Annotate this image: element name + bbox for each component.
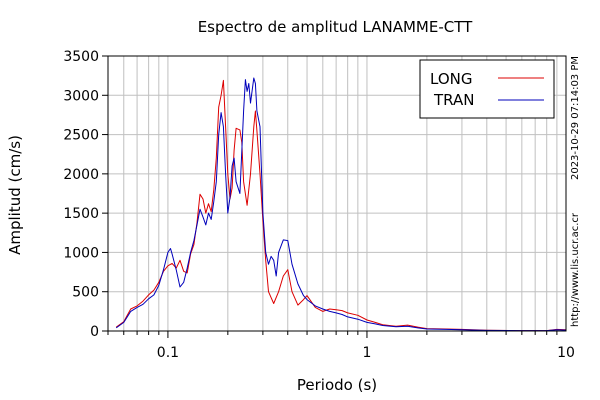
y-tick-label: 3500 [63, 49, 99, 65]
y-tick-label: 2500 [63, 128, 99, 144]
y-tick-label: 3000 [63, 88, 99, 104]
x-tick-label: 0.1 [157, 345, 179, 361]
y-tick-label: 1500 [63, 206, 99, 222]
legend-box [419, 59, 555, 119]
y-axis-ticks: 0 500 1000 1500 2000 2500 3000 3500 [63, 49, 108, 340]
legend-label-long: LONG [430, 70, 472, 88]
grid-lines [108, 56, 566, 331]
y-axis-label: Amplitud (cm/s) [6, 135, 24, 255]
x-axis-label: Periodo (s) [297, 376, 377, 394]
chart-title: Espectro de amplitud LANAMME-CTT [198, 18, 473, 36]
source-url-label: http://www.lis.ucr.ac.cr [570, 212, 581, 327]
legend: LONG TRAN [419, 59, 555, 119]
timestamp-label: 2023-10-29 07:14:03 PM [570, 56, 581, 180]
x-tick-label: 1 [362, 345, 371, 361]
legend-label-tran: TRAN [433, 91, 474, 109]
y-tick-label: 0 [90, 324, 99, 340]
series-group [115, 77, 567, 332]
x-axis-ticks: 0.1 1 10 [107, 331, 575, 361]
x-tick-label: 10 [557, 345, 575, 361]
series-line-tran [115, 77, 567, 332]
y-tick-label: 500 [72, 285, 99, 301]
series-line-long [115, 79, 567, 332]
plot-frame [107, 55, 567, 332]
y-tick-label: 1000 [63, 245, 99, 261]
y-tick-label: 2000 [63, 167, 99, 183]
